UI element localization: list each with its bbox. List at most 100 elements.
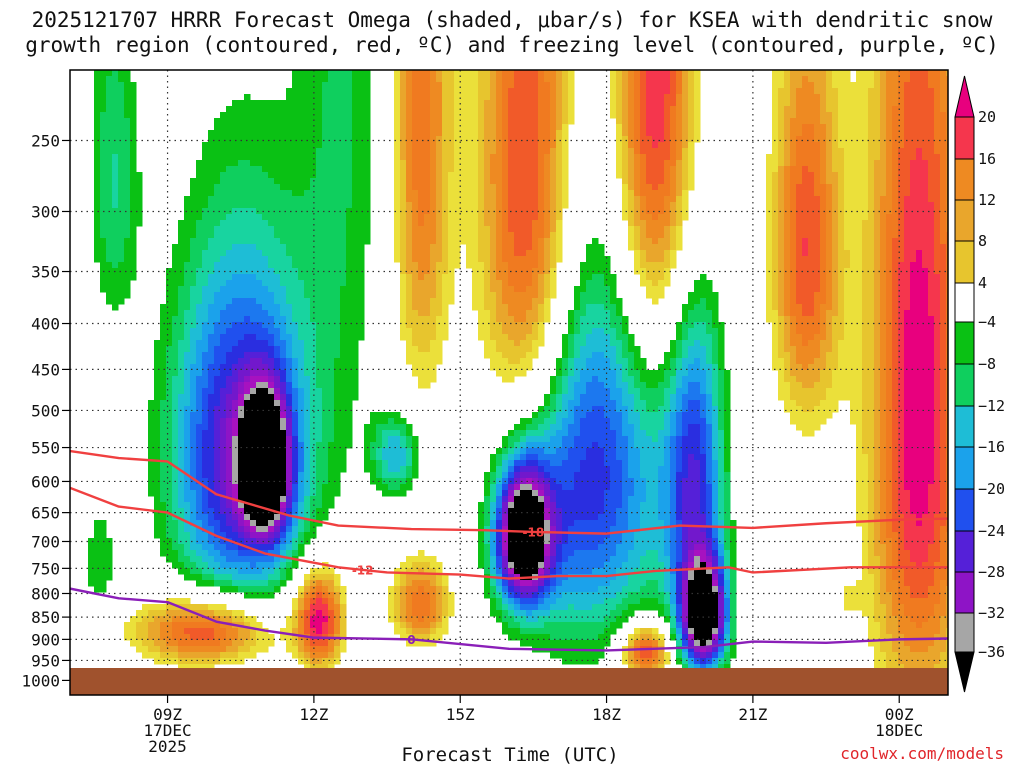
omega-cell [244,160,251,167]
omega-cell [196,250,203,257]
omega-cell [256,568,263,575]
omega-cell [334,424,341,431]
omega-cell [226,280,233,287]
omega-cell [496,364,503,371]
omega-cell [490,232,497,239]
omega-cell [526,112,533,119]
omega-cell [226,376,233,383]
omega-cell [208,316,215,323]
omega-cell [130,244,137,251]
omega-cell [472,172,479,179]
omega-cell [532,598,539,605]
omega-cell [208,256,215,263]
omega-cell [94,106,101,113]
omega-cell [220,232,227,239]
omega-cell [202,280,209,287]
omega-cell [280,472,287,479]
omega-cell [100,94,107,101]
omega-cell [214,370,221,377]
omega-cell [94,70,101,77]
omega-cell [190,496,197,503]
omega-cell [514,124,521,131]
omega-cell [328,184,335,191]
omega-cell [514,364,521,371]
omega-cell [202,616,209,623]
omega-cell [304,124,311,131]
omega-cell [208,280,215,287]
omega-cell [358,298,365,305]
omega-cell [310,328,317,335]
omega-cell [220,490,227,497]
omega-cell [544,130,551,137]
omega-cell [190,310,197,317]
omega-cell [190,202,197,209]
omega-cell [520,538,527,545]
omega-cell [316,202,323,209]
omega-cell [490,118,497,125]
omega-cell [538,334,545,341]
omega-cell [196,346,203,353]
omega-cell [268,322,275,329]
omega-cell [304,520,311,527]
omega-cell [238,160,245,167]
omega-cell [280,274,287,281]
omega-cell [244,520,251,527]
omega-cell [220,364,227,371]
omega-cell [136,196,143,203]
omega-cell [484,130,491,137]
omega-cell [352,88,359,95]
omega-cell [118,100,125,107]
omega-cell [304,202,311,209]
omega-cell [490,250,497,257]
omega-cell [406,280,413,287]
omega-cell [316,316,323,323]
omega-cell [520,598,527,605]
omega-cell [496,112,503,119]
omega-cell [478,550,485,557]
omega-cell [274,568,281,575]
omega-cell [262,130,269,137]
omega-cell [220,382,227,389]
omega-cell [106,550,113,557]
omega-cell [232,220,239,227]
omega-cell [268,208,275,215]
omega-cell [490,562,497,569]
omega-cell [286,130,293,137]
omega-cell [214,352,221,359]
omega-cell [292,496,299,503]
omega-cell [280,454,287,461]
omega-cell [274,574,281,581]
omega-cell [286,334,293,341]
omega-cell [418,196,425,203]
omega-cell [202,406,209,413]
omega-cell [250,616,257,623]
omega-cell [520,364,527,371]
omega-cell [118,262,125,269]
omega-cell [166,502,173,509]
omega-cell [280,172,287,179]
omega-cell [502,172,509,179]
omega-cell [250,574,257,581]
omega-cell [220,154,227,161]
omega-cell [244,382,251,389]
omega-cell [430,634,437,641]
omega-cell [220,496,227,503]
omega-cell [490,514,497,521]
omega-cell [232,388,239,395]
omega-cell [178,448,185,455]
omega-cell [214,238,221,245]
omega-cell [448,94,455,101]
omega-cell [292,172,299,179]
omega-cell [286,118,293,125]
omega-cell [424,280,431,287]
omega-cell [406,346,413,353]
omega-cell [472,244,479,251]
omega-cell [472,106,479,113]
omega-cell [460,70,467,77]
omega-cell [214,628,221,635]
omega-cell [496,568,503,575]
omega-cell [478,178,485,185]
omega-cell [502,124,509,131]
omega-cell [316,172,323,179]
omega-cell [94,184,101,191]
